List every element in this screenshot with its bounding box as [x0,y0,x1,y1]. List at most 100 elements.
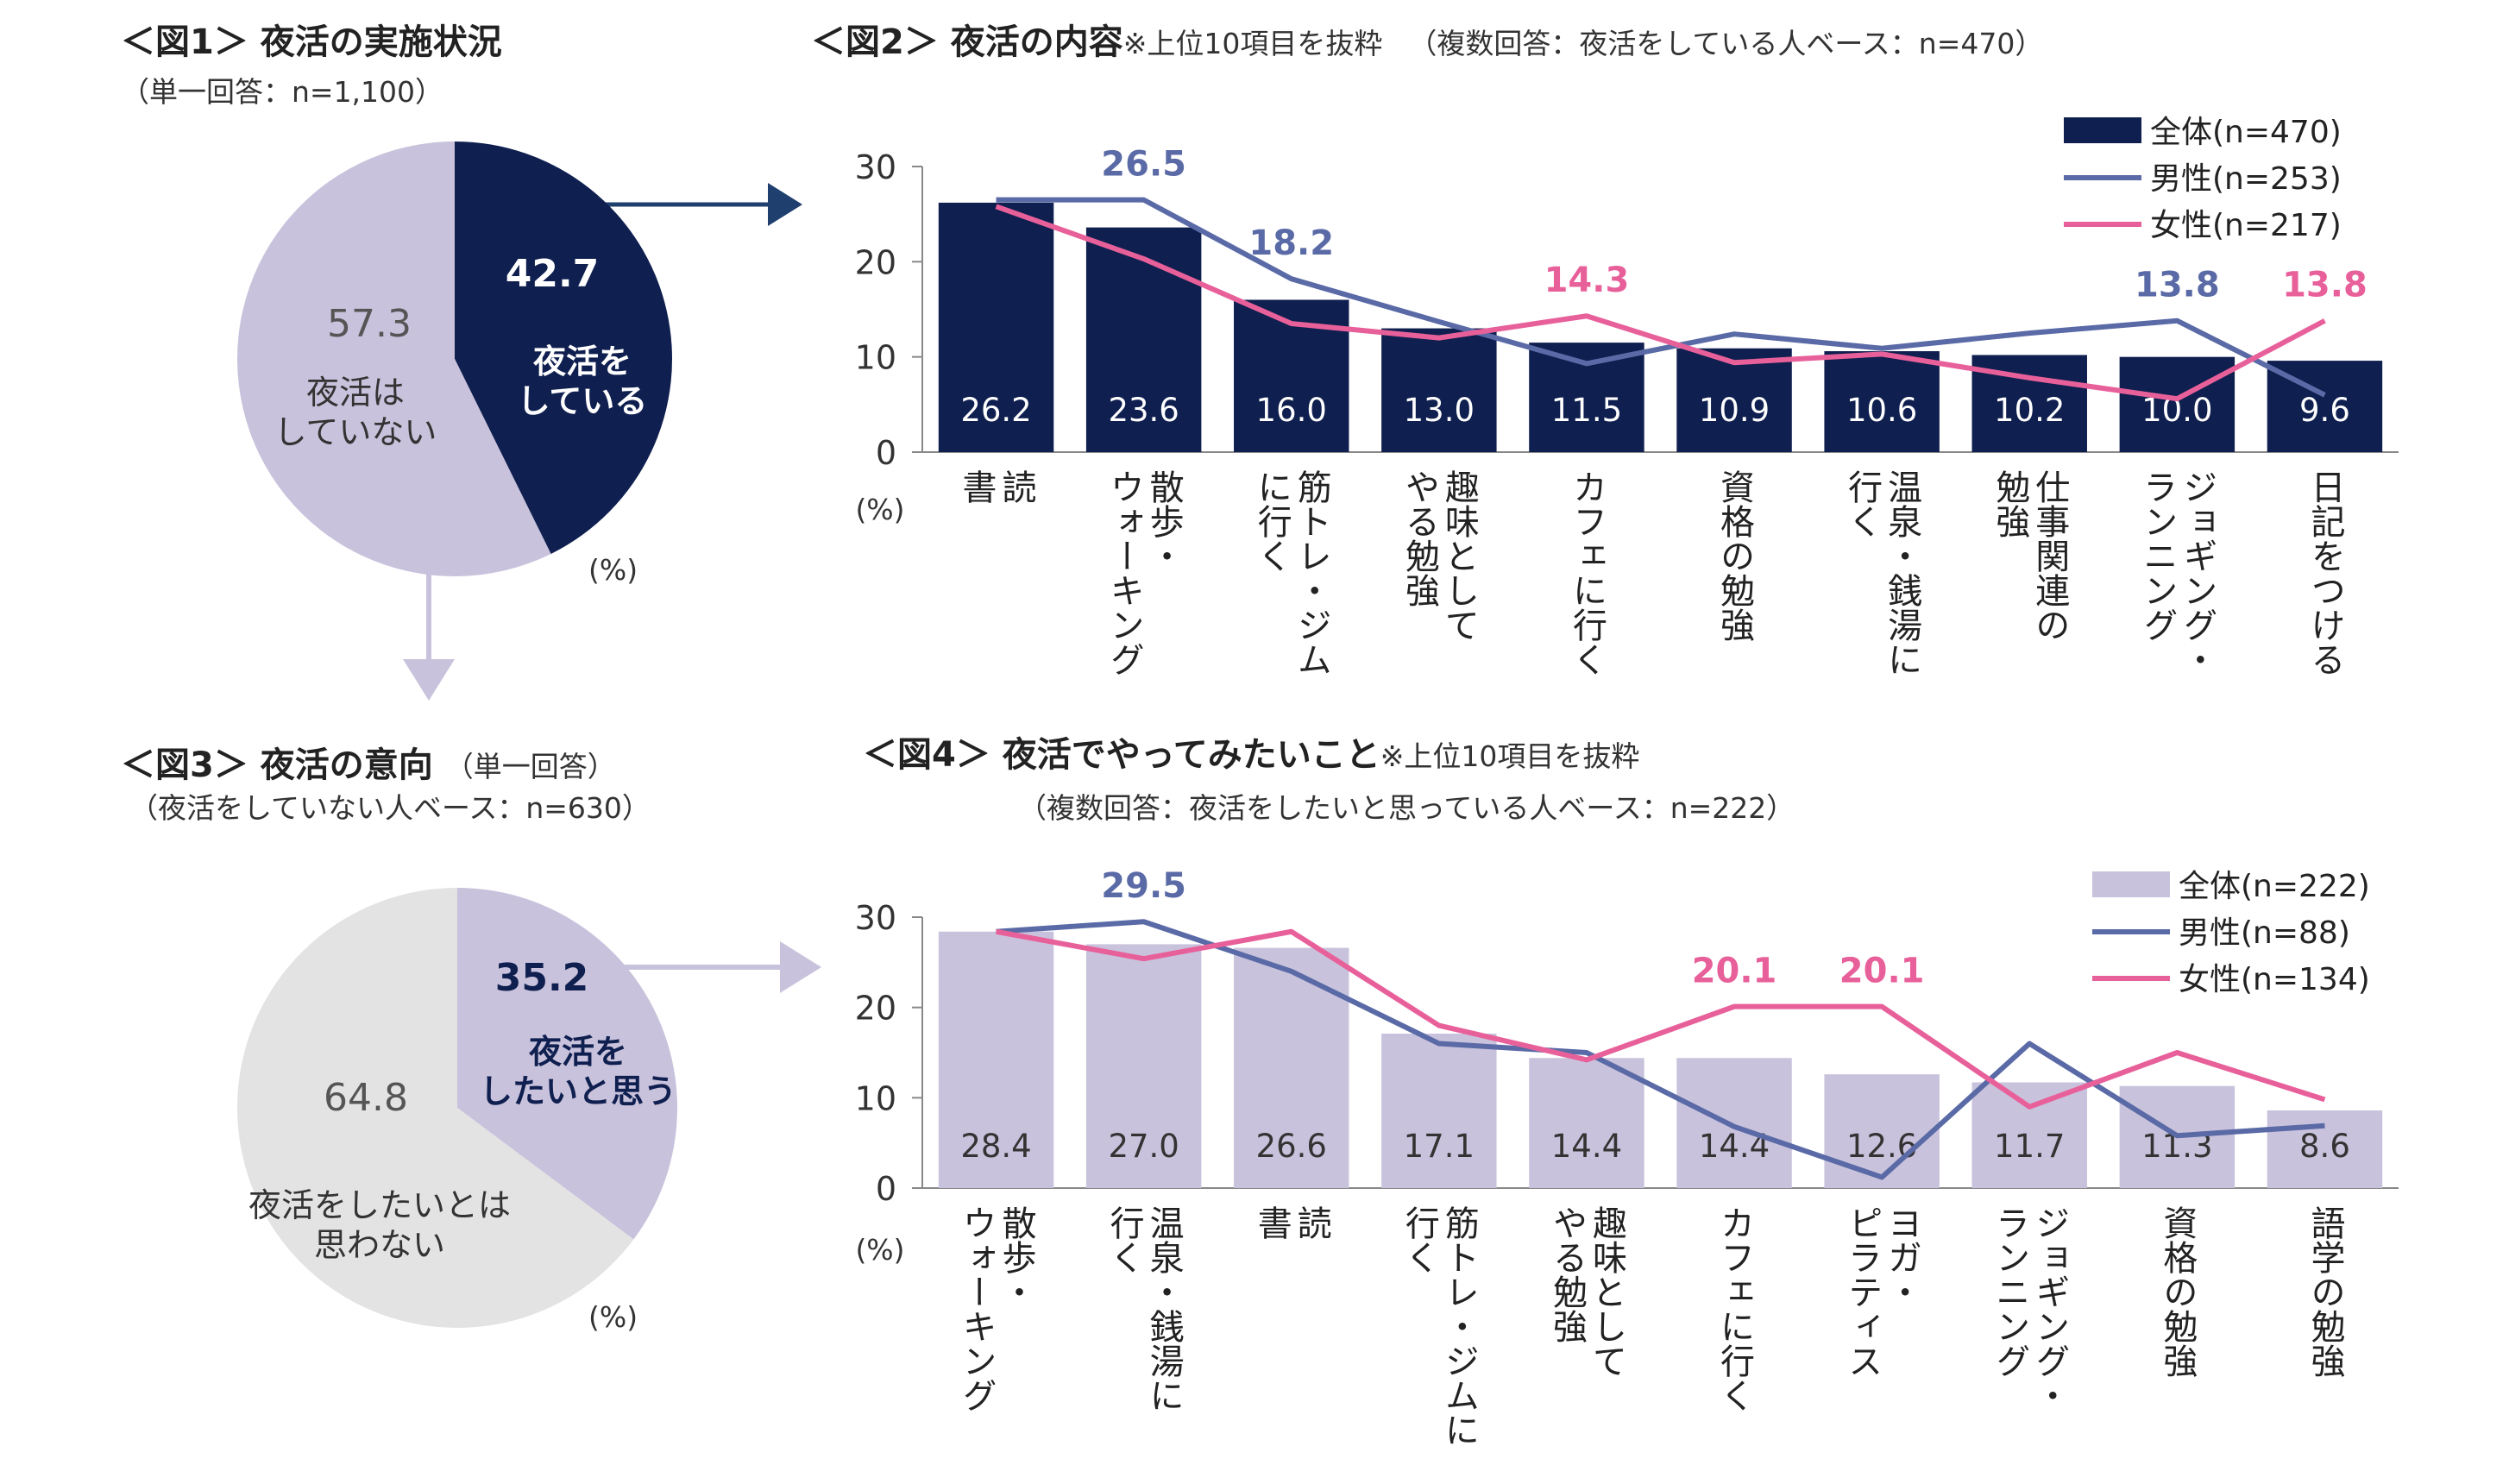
combo4-category-9-line-1: 資格の勉強 [2157,1205,2197,1378]
combo4-category-2-line-1: 温泉・銭湯に [1144,1205,1185,1412]
combo2-legend-label-3: 女性(n=217) [2150,208,2342,243]
combo2-category-3-line-2: に行く [1252,469,1292,573]
combo4-category-7-line-1: ヨガ・ [1882,1205,1921,1309]
combo4-bar-6 [1676,1058,1792,1188]
combo2-bar-4 [1381,328,1497,452]
combo4-bar-2 [1085,944,1202,1188]
combo4-bar-1 [938,931,1054,1188]
combo2-unit-label: (%) [855,493,904,526]
combo2-bar-value-7: 10.6 [1846,392,1917,429]
combo2-callout-1: 26.5 [1101,145,1186,185]
combo4-y-tick-label-30: 30 [855,899,896,937]
pie3-slice-1-label-line-2: したいと思う [480,1072,676,1110]
combo4-category-label-3: 読書 [1252,1205,1331,1240]
combo4-legend-label-1: 全体(n=222) [2179,869,2370,904]
combo4-category-1-line-1: 散歩・ [997,1205,1036,1309]
combo2-bar-value-3: 16.0 [1256,392,1327,429]
fig4-subtitle: （複数回答：夜活をしたいと思っている人ベース：n=222） [1018,791,1795,825]
pie3-slice-1-label-line-1: 夜活を [528,1033,627,1071]
combo2-category-4-line-2: やる勉強 [1399,469,1439,607]
combo4-bar-value-7: 12.6 [1846,1128,1917,1165]
combo4-category-8-line-2: ランニング [1990,1205,2029,1378]
combo4-bar-value-1: 28.4 [960,1128,1031,1165]
combo2-legend-label-1: 全体(n=470) [2150,115,2342,150]
combo2-category-8-line-1: 仕事関連の [2029,469,2070,642]
combo2-bar-value-10: 9.6 [2299,392,2350,429]
combo2-category-2-line-2: ウォーキング [1104,469,1144,676]
combo2-category-1-line-1: 読 [997,469,1036,504]
combo4-category-1-line-2: ウォーキング [957,1205,997,1412]
pie3-slice-2-label-line-2: 思わない [314,1226,445,1264]
fig3-unit: (%) [588,1300,638,1334]
combo4-bar-5 [1529,1058,1644,1188]
combo4-category-5-line-2: やる勉強 [1547,1205,1587,1343]
combo4-category-8-line-1: ジョギング・ [2029,1205,2069,1412]
combo2-bar-6 [1676,348,1792,452]
fig2-title: ＜図2＞ 夜活の内容 [811,22,1123,62]
combo2-legend-label-2: 男性(n=253) [2150,161,2342,197]
pie3-slice-1-value: 35.2 [495,956,589,1000]
pie1-slice-1 [455,141,673,554]
combo4-callout-2: 20.1 [1692,952,1777,991]
combo2-bar-value-5: 11.5 [1551,392,1622,429]
combo2-category-4-line-1: 趣味として [1439,469,1480,642]
fig4-note: ※上位10項目を抜粋 [1380,739,1640,773]
combo4-category-label-10: 語学の勉強 [2305,1205,2344,1378]
fig1-title: ＜図1＞ 夜活の実施状況 [121,22,502,62]
combo4-bar-value-4: 17.1 [1404,1128,1475,1165]
combo4-bar-value-10: 8.6 [2299,1128,2350,1165]
combo2-category-1-line-2: 書 [957,469,997,504]
pie1-slice-1-label-line-2: している [518,382,648,420]
combo2-bar-5 [1529,343,1644,452]
combo4-category-label-1: 散歩・ウォーキング [957,1205,1036,1412]
combo2-category-9-line-1: ジョギング・ [2177,469,2217,676]
combo2-category-3-line-1: 筋トレ・ジム [1292,469,1331,676]
combo2-line-male [996,197,2326,398]
combo4-category-3-line-1: 読 [1292,1205,1331,1240]
combo2-y-tick-label-20: 20 [855,243,896,281]
pie1-slice-2-value: 57.3 [327,302,412,346]
combo2-bar-1 [938,202,1054,452]
fig3-title-note: （単一回答） [445,750,616,783]
pie1-slice-2-label-line-2: していない [274,413,437,451]
combo2-bar-value-2: 23.6 [1108,392,1179,429]
combo2-callout-3: 14.3 [1544,261,1630,300]
combo2-bar-value-6: 10.9 [1699,392,1770,429]
combo4-bar-value-8: 11.7 [1994,1128,2065,1165]
fig1-unit: (%) [588,553,638,587]
combo4-legend-label-3: 女性(n=134) [2179,962,2370,997]
combo2-y-tick-label-0: 0 [876,434,896,472]
combo2-bar-2 [1085,227,1202,452]
combo2-category-6-line-1: 資格の勉強 [1714,469,1754,642]
combo2-legend-swatch-1 [2064,117,2141,143]
fig4-title-line: ＜図4＞ 夜活でやってみたいこと※上位10項目を抜粋 [863,735,1639,775]
combo2-category-label-9: ジョギング・ランニング [2137,469,2217,676]
combo4-category-label-8: ジョギング・ランニング [1990,1205,2069,1412]
combo4-category-5-line-1: 趣味として [1587,1205,1627,1378]
combo2-legend: 全体(n=470) 男性(n=253) 女性(n=217) [2064,115,2342,243]
combo2-callout-5: 13.8 [2282,266,2368,305]
combo4-bar-7 [1824,1074,1940,1188]
pie3-slice-2-label-line-1: 夜活をしたいとは [248,1186,511,1224]
combo2-category-5-line-1: カフェに行く [1567,469,1607,676]
combo2-category-label-10: 日記をつける [2305,469,2344,676]
combo2-bar-value-4: 13.0 [1404,392,1475,429]
combo2-bar-value-8: 10.2 [1994,392,2065,429]
pie3-slice-2 [237,888,634,1329]
combo2-y-tick-label-10: 10 [855,339,896,377]
combo4-callout-1: 29.5 [1101,866,1186,906]
combo4-legend-label-2: 男性(n=88) [2179,915,2350,951]
combo2-category-label-1: 読書 [957,469,1036,504]
fig2-combo-chart: 0 10 20 30 (%) 26.2 23.6 16.0 13.0 11.5 10.9 10.6 10… [855,115,2399,676]
combo2-bar-7 [1824,351,1940,452]
combo4-category-4-line-1: 筋トレ・ジムに [1439,1205,1479,1447]
